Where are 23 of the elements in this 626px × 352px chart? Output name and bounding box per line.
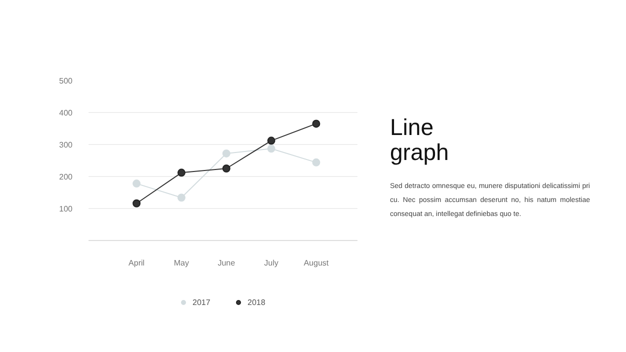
point — [132, 199, 141, 208]
x-tick-label: May — [174, 258, 190, 268]
point — [312, 158, 320, 166]
y-tick-label: 500 — [59, 76, 74, 86]
legend-label: 2018 — [248, 298, 266, 306]
x-tick-label: June — [218, 258, 236, 268]
y-tick-label: 100 — [59, 204, 74, 214]
legend-label: 2017 — [192, 298, 212, 306]
point — [132, 180, 141, 188]
y-tick-label: 400 — [59, 108, 74, 118]
point — [222, 164, 230, 172]
point — [177, 168, 186, 177]
point — [267, 144, 276, 153]
x-tick-label: April — [128, 258, 145, 268]
x-tick-label: August — [304, 258, 330, 268]
point — [177, 194, 186, 202]
y-tick-label: 300 — [59, 140, 74, 150]
point — [222, 149, 230, 158]
point — [267, 136, 276, 145]
point — [312, 120, 320, 128]
x-tick-label: July — [264, 258, 278, 268]
text: Line graph — [390, 114, 450, 166]
y-tick-label: 200 — [59, 172, 74, 182]
